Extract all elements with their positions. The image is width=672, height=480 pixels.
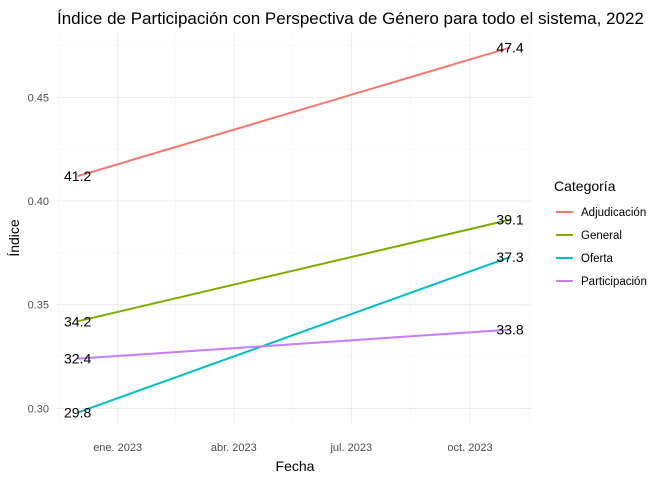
data-label: 47.4 [496, 40, 523, 56]
y-tick-label: 0.30 [28, 403, 49, 415]
grid [57, 32, 532, 424]
x-tick-label: abr. 2023 [211, 442, 257, 454]
y-axis-label: Índice [6, 219, 22, 257]
data-label: 29.8 [64, 405, 91, 421]
data-label: 39.1 [496, 212, 523, 228]
y-tick-label: 0.35 [28, 300, 49, 312]
legend-entry: General [581, 230, 622, 242]
legend-title: Categoría [554, 178, 616, 194]
legend-entry: Adjudicación [581, 207, 646, 219]
data-labels: 41.2 47.4 34.2 39.1 29.8 37.3 32.4 33.8 [64, 40, 524, 421]
x-axis-ticks: ene. 2023 abr. 2023 jul. 2023 oct. 2023 [93, 442, 492, 454]
legend-entry: Oferta [581, 253, 614, 265]
data-label: 34.2 [64, 313, 91, 329]
series-line [77, 256, 511, 414]
series-line [77, 328, 511, 360]
data-label: 33.8 [496, 322, 523, 338]
legend-entry: Participación [581, 276, 647, 288]
legend: Categoría Adjudicación General Oferta Parti… [554, 178, 647, 288]
data-label: 41.2 [64, 168, 91, 184]
chart-title: Índice de Participación con Perspectiva … [57, 9, 644, 28]
x-tick-label: oct. 2023 [447, 442, 492, 454]
series-line [77, 46, 511, 178]
series-line [77, 218, 511, 323]
y-tick-label: 0.40 [28, 196, 49, 208]
data-label: 37.3 [496, 249, 523, 265]
y-tick-label: 0.45 [28, 92, 49, 104]
x-axis-label: Fecha [276, 458, 315, 474]
data-label: 32.4 [64, 351, 91, 367]
series-lines [77, 46, 511, 414]
x-tick-label: ene. 2023 [93, 442, 142, 454]
x-tick-label: jul. 2023 [329, 442, 372, 454]
y-axis-ticks: 0.30 0.35 0.40 0.45 [28, 92, 49, 415]
